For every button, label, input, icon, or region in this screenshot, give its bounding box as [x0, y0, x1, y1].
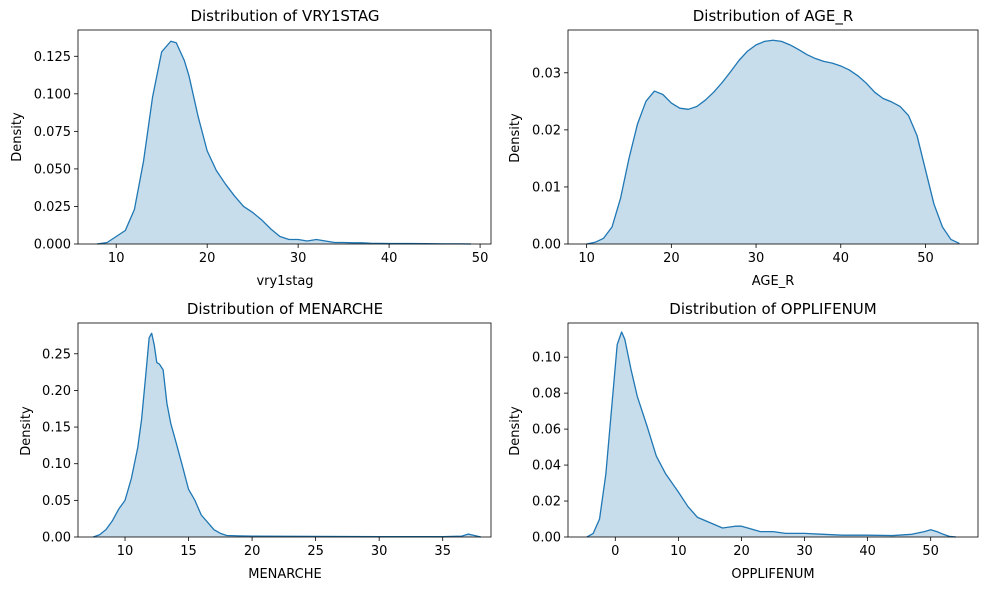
density-line	[93, 332, 481, 538]
y-tick-label: 0.10	[532, 351, 561, 366]
y-tick-label: 0.100	[34, 87, 71, 102]
chart-title: Distribution of OPPLIFENUM	[669, 300, 876, 318]
y-tick-label: 0.25	[42, 347, 71, 362]
x-tick-label: 10	[108, 251, 125, 266]
y-axis-label: Density	[508, 113, 523, 163]
y-tick-label: 0.00	[532, 531, 561, 546]
x-tick-label: 0	[611, 544, 619, 559]
y-tick-label: 0.02	[532, 495, 561, 510]
x-tick-label: 50	[917, 251, 934, 266]
y-tick-label: 0.125	[34, 50, 71, 65]
x-tick-label: 20	[663, 251, 680, 266]
x-tick-label: 10	[578, 251, 595, 266]
x-axis-label: OPPLIFENUM	[731, 567, 814, 582]
y-tick-label: 0.075	[34, 125, 71, 140]
plot-layer-age-r: 10 20 30 40 50 0.00 0.01 0.02 0.03	[532, 29, 979, 266]
y-tick-label: 0.05	[42, 494, 71, 509]
density-line	[97, 40, 472, 245]
x-tick-label: 20	[244, 544, 261, 559]
y-tick-label: 0.20	[42, 384, 71, 399]
y-tick-label: 0.02	[532, 123, 561, 138]
x-tick-label: 30	[290, 251, 307, 266]
plot-layer-menarche: 10 15 20 25 30 35 0.00 0.05 0.10 0.15 0.20 0.25	[42, 322, 492, 559]
y-tick-label: 0.050	[34, 162, 71, 177]
x-tick-label: 40	[832, 251, 849, 266]
density-area	[586, 40, 960, 244]
plot-layer-opplifenum: 0 10 20 30 40 50 0.00 0.02 0.04 0.06 0.08 0.10	[532, 322, 979, 559]
y-tick-label: 0.025	[34, 200, 71, 215]
y-axis-label: Density	[508, 406, 523, 456]
x-tick-label: 30	[371, 544, 388, 559]
x-tick-label: 10	[670, 544, 687, 559]
chart-title: Distribution of VRY1STAG	[190, 7, 379, 25]
x-tick-label: 20	[199, 251, 216, 266]
x-tick-label: 50	[922, 544, 939, 559]
chart-title: Distribution of MENARCHE	[187, 300, 383, 318]
y-tick-label: 0.10	[42, 457, 71, 472]
density-line	[586, 331, 956, 538]
y-axis-label: Density	[10, 112, 25, 162]
axes-frame	[567, 322, 979, 538]
y-tick-label: 0.06	[532, 423, 561, 438]
x-tick-label: 40	[381, 251, 398, 266]
y-tick-label: 0.15	[42, 421, 71, 436]
x-axis-label: MENARCHE	[248, 567, 322, 582]
x-tick-label: 20	[733, 544, 750, 559]
y-tick-label: 0.08	[532, 387, 561, 402]
x-tick-label: 10	[117, 544, 134, 559]
axes-frame	[567, 29, 979, 245]
y-tick-label: 0.01	[532, 180, 561, 195]
x-tick-label: 35	[434, 544, 451, 559]
subplot-menarche: 10 15 20 25 30 35 0.00 0.05 0.10 0.15 0.20 0.25 Dis…	[19, 300, 492, 582]
subplot-age-r: 10 20 30 40 50 0.00 0.01 0.02 0.03 Distribution …	[508, 7, 979, 289]
x-tick-label: 30	[796, 544, 813, 559]
subplot-vry1stag: 10 20 30 40 50 0.000 0.025 0.050 0.075 0.100 0.125…	[10, 7, 492, 289]
y-tick-label: 0.00	[42, 531, 71, 546]
x-tick-label: 25	[307, 544, 324, 559]
chart-title: Distribution of AGE_R	[693, 7, 854, 26]
density-area	[97, 41, 471, 245]
density-area	[586, 331, 956, 537]
axes-frame	[77, 29, 492, 245]
subplot-opplifenum: 0 10 20 30 40 50 0.00 0.02 0.04 0.06 0.08 0.10 Dist…	[508, 300, 979, 582]
plot-layer-vry1stag: 10 20 30 40 50 0.000 0.025 0.050 0.075 0.100 0.125	[34, 29, 492, 266]
x-tick-label: 50	[472, 251, 489, 266]
y-tick-label: 0.000	[34, 238, 71, 253]
x-axis-label: vry1stag	[256, 274, 313, 289]
x-tick-label: 15	[180, 544, 197, 559]
x-tick-label: 40	[859, 544, 876, 559]
y-tick-label: 0.03	[532, 66, 561, 81]
density-line	[586, 39, 960, 245]
axes-frame	[77, 322, 492, 538]
y-tick-label: 0.00	[532, 238, 561, 253]
x-tick-label: 30	[748, 251, 765, 266]
y-axis-label: Density	[19, 406, 34, 456]
x-axis-label: AGE_R	[752, 274, 795, 289]
density-area	[93, 333, 481, 537]
y-tick-label: 0.04	[532, 459, 561, 474]
